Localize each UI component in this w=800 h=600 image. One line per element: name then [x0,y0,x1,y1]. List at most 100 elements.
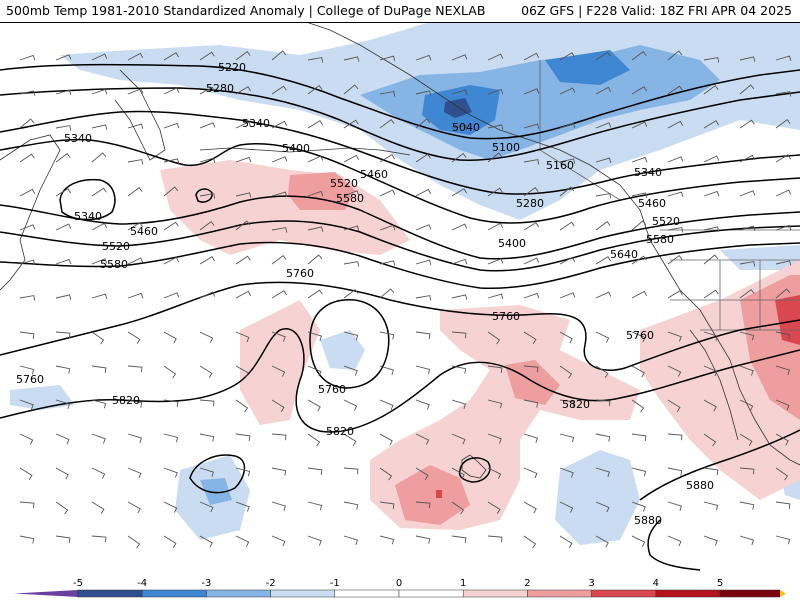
wind-barb [163,122,180,129]
contour-label: 5820 [112,394,140,407]
wind-barb [595,467,610,478]
wind-barb [235,399,249,413]
wind-barb [127,365,143,373]
us-state-borders [670,259,800,331]
wind-barb [631,121,648,129]
warm-anomaly-region [775,295,800,345]
wind-barb [271,227,288,233]
north-america-west-coast [649,239,800,466]
wind-barb [379,224,396,231]
cold-anomaly-region [555,450,640,545]
contour-label: 5400 [282,142,310,155]
wind-barb [775,189,792,197]
wind-barb [55,152,71,163]
wind-barb [235,255,251,265]
contour-5460 [0,195,800,260]
wind-barb [55,467,69,480]
wind-barb [595,157,612,164]
wind-barb [703,365,718,377]
wind-barb [379,365,394,376]
wind-barb [631,467,647,477]
wind-barb [55,294,72,300]
wind-barb [379,55,396,62]
wind-barb [703,226,720,232]
wind-barb [775,501,791,509]
colorbar-tick-label: 5 [717,578,723,589]
wind-barb [415,295,432,301]
cold-anomaly-region [444,98,472,118]
wind-barb [379,399,394,411]
wind-barb [307,331,322,342]
wind-barb [775,365,790,376]
wind-barb [631,433,647,441]
colorbar-tick-label: -3 [201,578,211,589]
wind-barb [235,433,251,441]
wind-barb [703,501,719,511]
wind-barb [127,186,143,197]
wind-barb [19,54,36,61]
contour-label: 5040 [452,121,480,134]
wind-barb [703,535,718,546]
anomaly-shading [10,22,800,545]
wind-barb [91,467,106,479]
wind-barb [667,85,683,95]
wind-barb [415,535,431,544]
map-title: 500mb Temp 1981-2010 Standardized Anomal… [6,3,486,18]
wind-barb [523,123,540,130]
wind-barb [451,294,468,300]
wind-barb [415,188,432,197]
wind-barb [127,159,144,165]
wind-barb [595,291,612,299]
wind-barb [487,501,501,514]
wind-barb [451,188,467,197]
wind-barb [163,399,179,407]
wind-barb [775,91,792,97]
wind-barb [235,467,251,477]
wind-barb [703,84,719,95]
wind-barb [235,501,250,512]
colorbar-tick-label: -4 [137,578,147,589]
wind-barb [307,226,324,232]
colorbar-segments [14,589,786,598]
contour-label: 5640 [610,248,638,261]
wind-barb [739,119,755,129]
colorbar-tick-label: 0 [396,578,402,589]
wind-barb [163,501,178,513]
wind-barb [559,122,576,129]
wind-barb [163,52,179,61]
wind-barb [127,433,142,444]
wind-barb [523,365,539,373]
cold-anomaly-region [200,478,232,505]
wind-barb [667,501,682,512]
wind-barb [739,433,753,446]
wind-barb [451,258,468,265]
contour-5520 [0,220,800,272]
wind-barb [199,399,215,407]
wind-barb [343,84,359,95]
wind-barb [307,155,324,163]
wind-barb [343,119,359,129]
wind-barb [703,155,720,163]
wind-barb [775,331,791,340]
wind-barb [271,433,287,441]
wind-barb [415,54,432,61]
wind-barb [487,187,503,197]
wind-barb [631,255,647,265]
contour-label: 5760 [318,383,346,396]
wind-barb [379,433,393,446]
wind-barb [19,399,34,410]
colorbar-tick-label: -1 [330,578,340,589]
wind-barb [739,535,754,546]
wind-barb [91,222,108,231]
wind-barb [163,87,180,95]
wind-barb [235,156,252,163]
wind-barb [199,433,215,442]
colorbar: -5 -4 -3 -2 -1 0 1 2 3 4 5 [0,574,800,600]
wind-barb [487,258,504,265]
wind-barb [775,433,789,446]
wind-barb [271,156,288,163]
wind-barb [595,433,611,442]
wind-barb [559,365,573,379]
wind-barb [775,118,791,129]
